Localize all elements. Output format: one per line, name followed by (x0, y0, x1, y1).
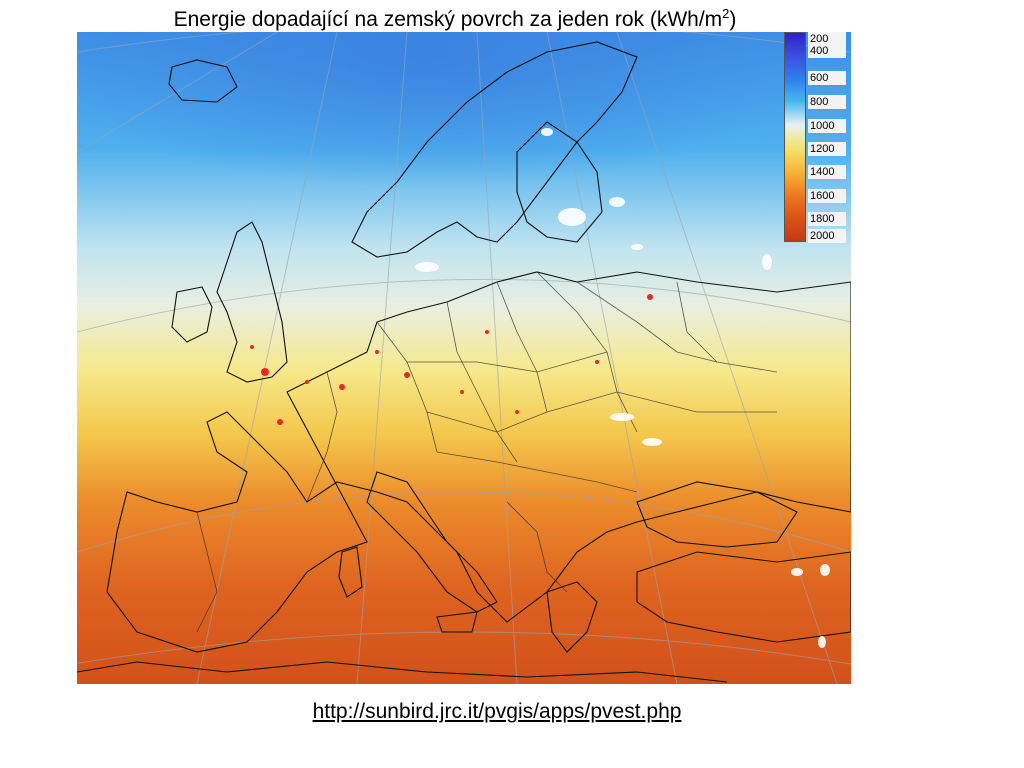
turkey-outline (636, 551, 851, 643)
color-scale-legend: 200 400 600 800 1000 1200 1400 1600 1800… (784, 32, 846, 243)
legend-label-1600: 1600 (808, 189, 846, 203)
title-superscript: 2 (722, 6, 730, 21)
country-borders (196, 271, 778, 633)
solar-irradiation-map (77, 32, 851, 684)
title-closing: ) (729, 8, 737, 31)
hotspots (250, 294, 653, 425)
ireland-outline (171, 286, 213, 343)
legend-label-200: 200 (808, 32, 846, 46)
legend-label-1000: 1000 (808, 119, 846, 133)
legend-label-600: 600 (808, 71, 846, 85)
black-sea-outline (636, 481, 798, 548)
color-scale-bar (784, 32, 806, 242)
source-link[interactable]: http://sunbird.jrc.it/pvgis/apps/pvest.p… (312, 700, 682, 723)
legend-label-1400: 1400 (808, 165, 846, 179)
legend-label-1200: 1200 (808, 142, 846, 156)
map-canvas (77, 32, 851, 684)
northern-low-irradiation (77, 32, 851, 292)
italy-outline (366, 471, 498, 613)
britain-outline (216, 221, 288, 383)
finland-outline (516, 121, 603, 243)
legend-label-400: 400 (808, 44, 846, 58)
title-text: Energie dopadající na zemský povrch za j… (173, 8, 723, 31)
africa-coast (77, 661, 728, 683)
legend-label-1800: 1800 (808, 212, 846, 226)
greece-outline (546, 581, 598, 653)
page-title: Energie dopadající na zemský povrch za j… (0, 6, 910, 32)
legend-label-800: 800 (808, 95, 846, 109)
legend-label-2000: 2000 (808, 229, 846, 243)
sardinia-outline (338, 546, 363, 598)
scandinavia-outline (351, 41, 638, 258)
coastlines (77, 41, 851, 683)
graticule (77, 32, 851, 684)
sicily-outline (436, 611, 478, 633)
iceland-outline (168, 59, 238, 103)
lakes (415, 128, 830, 648)
